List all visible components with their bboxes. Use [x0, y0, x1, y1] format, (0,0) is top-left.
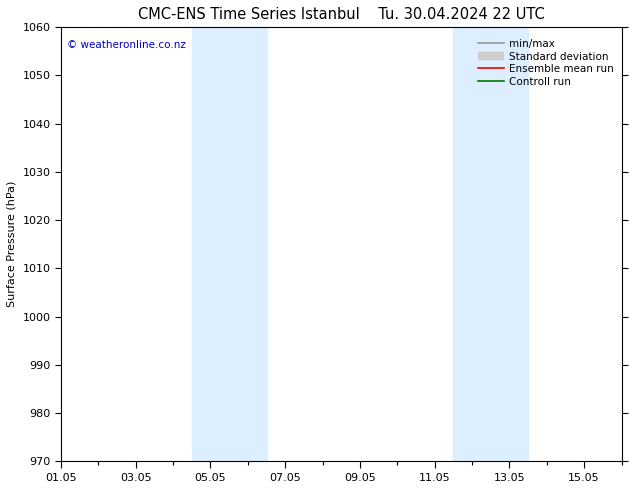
Bar: [192, 27, 266, 461]
Legend: min/max, Standard deviation, Ensemble mean run, Controll run: min/max, Standard deviation, Ensemble me…: [476, 37, 616, 89]
Title: CMC-ENS Time Series Istanbul    Tu. 30.04.2024 22 UTC: CMC-ENS Time Series Istanbul Tu. 30.04.2…: [138, 7, 545, 22]
Text: © weatheronline.co.nz: © weatheronline.co.nz: [67, 40, 186, 50]
Y-axis label: Surface Pressure (hPa): Surface Pressure (hPa): [7, 181, 17, 307]
Bar: [453, 27, 528, 461]
